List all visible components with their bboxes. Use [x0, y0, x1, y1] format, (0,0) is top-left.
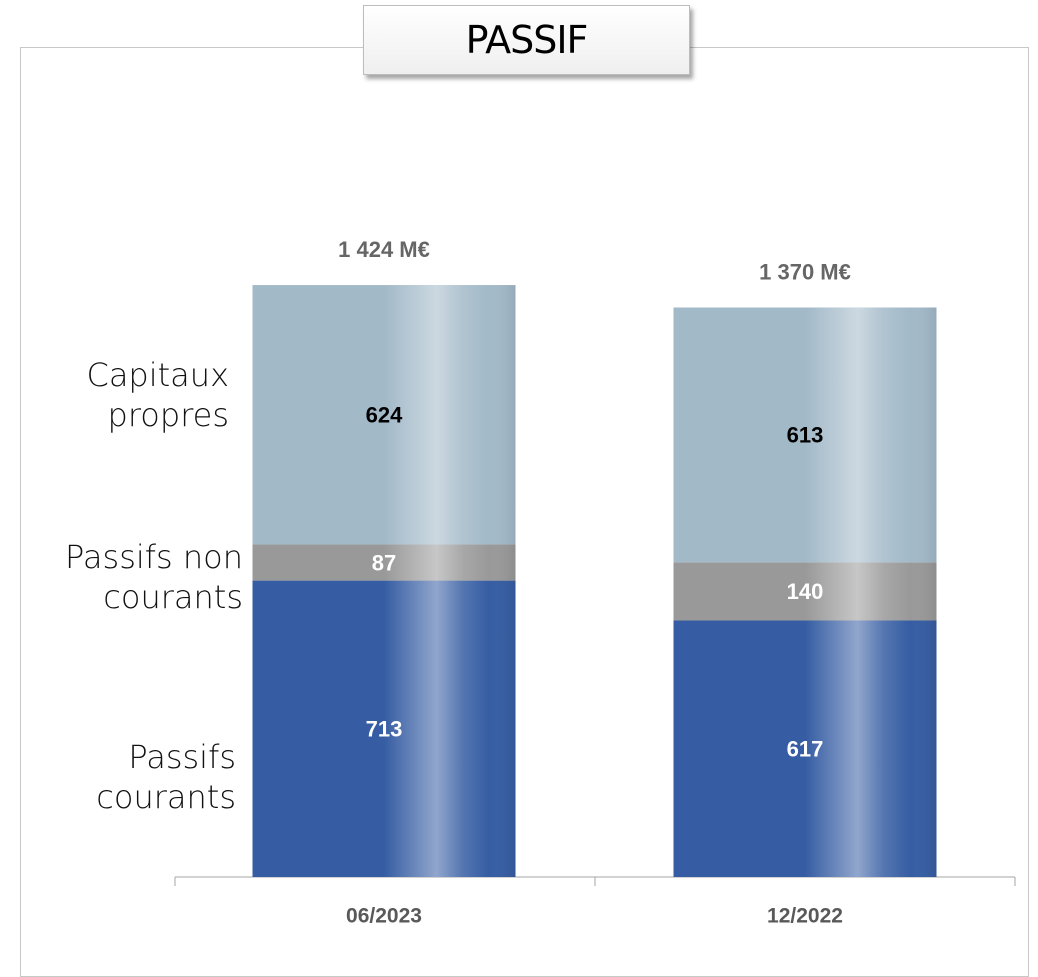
- legend-label: Passifs non courants: [65, 538, 243, 616]
- x-tick-label: 12/2022: [767, 905, 843, 928]
- bar-shine: [252, 544, 516, 581]
- total-label: 1 370 M€: [759, 259, 851, 284]
- chart: 713 87 624 1 424 M€ 06/2023 617 140 613 1 370 M€…: [174, 237, 1016, 928]
- page: 713 87 624 1 424 M€ 06/2023 617 140 613 1 370 M€…: [20, 5, 1029, 977]
- chart-title: PASSIF: [363, 5, 690, 75]
- total-label: 1 424 M€: [338, 237, 430, 262]
- legend-label: Capitaux propres: [86, 356, 229, 434]
- bar-shine: [252, 580, 516, 877]
- bar-shine: [673, 307, 937, 563]
- value-label: 624: [366, 403, 403, 428]
- x-tick-label: 06/2023: [346, 905, 422, 928]
- value-label: 713: [366, 717, 403, 742]
- bar-shine: [673, 620, 937, 877]
- value-label: 87: [372, 550, 396, 575]
- value-label: 140: [787, 579, 824, 604]
- value-label: 617: [787, 737, 824, 762]
- bar-shine: [673, 562, 937, 621]
- bar-shine: [252, 285, 516, 545]
- legend-label: Passifs courants: [96, 738, 236, 816]
- value-label: 613: [787, 423, 824, 448]
